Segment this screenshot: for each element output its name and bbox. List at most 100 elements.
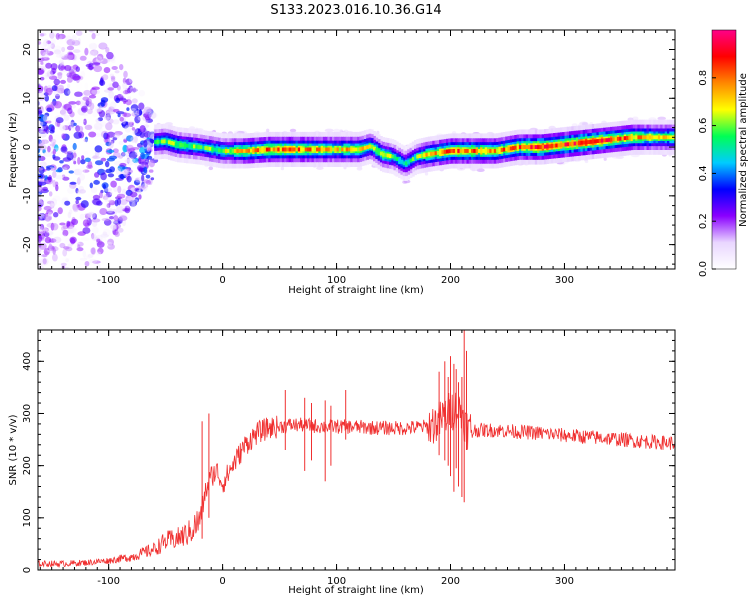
spectral-blob [120,204,126,210]
spectral-blob [128,121,134,126]
spectral-blob [92,198,101,206]
spectral-blob [67,211,72,219]
spectral-ridge-cell [186,143,189,148]
spectral-blob [87,253,94,258]
spectral-ridge-cell [154,140,158,144]
spectral-ridge-cell [316,147,319,152]
spectral-blob [80,70,86,79]
spectral-ridge-cell [500,148,504,152]
spectral-ridge-cell [261,147,265,152]
spectral-blob [61,196,69,201]
spectral-blob [116,74,121,79]
spectral-blob [105,141,112,147]
spectral-blob [84,136,88,143]
spectral-blob [87,160,93,169]
spectral-blob [62,176,70,181]
spectral-blob [68,101,77,105]
spectral-blob [138,194,142,200]
x-tick-label: 0 [219,275,225,286]
spectral-blob [85,22,92,26]
spectral-blob [80,237,90,241]
spectral-blob [45,228,52,234]
spectral-blob [100,58,108,65]
spectral-ridge-cell [667,135,670,140]
spectral-blob [106,203,111,208]
spectral-ridge-cell [320,147,324,152]
spectral-blob [64,54,68,58]
spectrogram-frame [37,29,676,270]
spectral-blob [63,88,71,96]
spectrogram-y-label: Frequency (Hz) [8,112,19,188]
spectral-blob [68,124,72,131]
spectral-ridge-cell [610,137,613,142]
spectral-blob [72,75,82,81]
spectral-ridge-cell [263,147,267,152]
y-tick-label: 10 [22,92,33,105]
spectral-blob [139,109,142,116]
spectral-ridge-cell [448,149,452,154]
spectral-blob [46,40,52,45]
spectral-blob [110,58,116,64]
spectral-blob [82,96,90,101]
spectral-blob [146,155,153,160]
spectral-ridge-cell [348,147,351,152]
spectral-ridge-cell [600,138,604,143]
spectral-blob [146,144,151,153]
spectral-ridge-cell [259,148,262,152]
spectral-ridge-cell [626,136,629,140]
spectral-blob [68,52,73,55]
colorbar-tick-label: 0.2 [698,213,709,229]
spectral-blob [74,30,83,36]
spectral-blob [115,206,125,214]
spectral-blob [62,125,70,131]
spectral-ridge-cell [213,147,217,152]
spectral-blob [46,120,52,124]
spectral-ridge-cell [484,149,488,153]
spectral-blob [126,157,130,164]
spectral-blob [131,202,136,209]
spectral-blob [87,211,96,219]
spectral-blob [42,258,47,265]
spectral-blob [48,75,58,80]
spectral-ridge-cell [493,149,497,153]
spectral-blob [91,218,101,223]
spectral-blob [122,81,128,90]
spectral-blob [124,205,131,214]
spectral-blob [53,45,62,53]
spectral-ridge-cell [188,144,192,148]
colorbar-tick-label: 0.6 [698,118,709,134]
spectral-blob [48,154,53,159]
spectral-blob [42,114,49,122]
spectral-ridge-cell [512,146,515,150]
spectral-blob [59,52,65,59]
spectral-blob [46,70,54,78]
spectral-ridge-cell [245,148,249,153]
spectral-blob [49,202,54,208]
spectral-blob [46,209,53,215]
spectral-blob [38,234,43,243]
spectral-ridge-cell [181,143,185,148]
spectral-blob [73,122,77,126]
spectral-ridge-cell [509,146,513,151]
spectral-ridge-cell [268,147,272,152]
spectral-blob [119,64,124,71]
spectral-blob [112,136,118,141]
spectral-blob [45,62,52,69]
spectral-blob [137,185,146,190]
y-tick-label: -10 [22,188,33,204]
spectral-blob [52,195,61,201]
spectral-blob [97,247,104,255]
spectral-blob [67,89,75,96]
spectral-blob [83,118,87,126]
spectral-blob [59,109,66,115]
spectral-blob [129,198,139,203]
spectral-ridge-cell [525,145,529,149]
spectral-blob [106,51,114,60]
spectral-ridge-cell [660,135,664,140]
spectral-blob [38,146,41,154]
spectral-ridge-cell [304,147,308,152]
spectral-blob [75,196,82,201]
spectral-blob [142,108,152,115]
spectral-ridge-cell [206,146,210,151]
